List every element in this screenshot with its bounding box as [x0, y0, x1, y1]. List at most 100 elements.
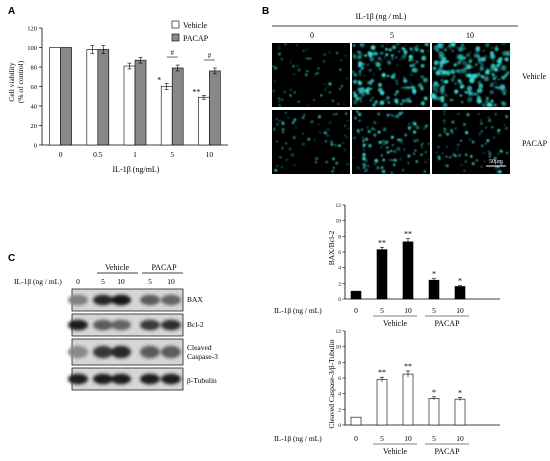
- significance-mark: *: [458, 277, 462, 286]
- blot-band: [140, 294, 160, 306]
- legend-label-vehicle: Vehicle: [183, 21, 207, 30]
- cell-dot: [391, 114, 394, 117]
- cell-dot: [497, 129, 500, 133]
- cell-dot: [325, 140, 327, 143]
- cell-dot: [457, 143, 460, 147]
- cell-dot: [399, 138, 403, 143]
- blot-band: [93, 294, 113, 306]
- cell-dot: [471, 162, 475, 166]
- cell-dot: [401, 98, 406, 104]
- cell-dot: [491, 72, 495, 76]
- cell-dot: [396, 64, 398, 66]
- cell-dot: [370, 45, 376, 51]
- cell-dot: [386, 113, 390, 117]
- cell-dot: [301, 116, 305, 120]
- significance-a: *: [157, 76, 161, 85]
- cell-dot: [380, 58, 383, 61]
- cell-dot: [372, 51, 378, 56]
- legend-label-pacap: PACAP: [183, 34, 209, 43]
- cell-dot: [278, 44, 280, 47]
- cell-dot: [444, 93, 448, 98]
- cell-dot: [382, 165, 384, 168]
- cell-dot: [498, 132, 500, 135]
- cell-dot: [395, 82, 399, 86]
- cell-dot: [339, 68, 342, 71]
- micrograph-pacap-0: [272, 110, 350, 174]
- cell-dot: [474, 63, 478, 66]
- cell-dot: [505, 151, 509, 155]
- cell-dot: [381, 169, 386, 174]
- cell-dot: [501, 75, 506, 80]
- cell-dot: [464, 90, 468, 94]
- blot-band: [140, 373, 160, 385]
- blot-bands: [68, 294, 181, 306]
- cell-dot: [489, 83, 494, 87]
- x-tick-label-a: 5: [170, 150, 174, 159]
- cell-dot: [446, 60, 450, 63]
- cell-dot: [392, 163, 396, 167]
- cell-dot: [454, 154, 457, 157]
- y-tick-label-a: 100: [27, 45, 37, 52]
- cell-dot: [364, 159, 368, 163]
- cell-dot: [297, 100, 300, 103]
- blot-band: [68, 373, 88, 385]
- y-tick-label: 6: [338, 250, 341, 256]
- cell-dot: [444, 122, 446, 124]
- cell-dot: [362, 139, 365, 143]
- cell-dot: [362, 136, 365, 140]
- cell-dot: [476, 72, 481, 77]
- cell-dot: [439, 60, 444, 65]
- cell-dot: [278, 120, 281, 122]
- cell-dot: [468, 59, 472, 64]
- scale-bar-label: 50μm: [489, 159, 503, 165]
- cell-dot: [332, 157, 335, 161]
- cell-dot: [367, 51, 372, 55]
- cell-dot: [497, 153, 499, 155]
- cell-dot: [272, 65, 275, 68]
- cell-dot: [292, 65, 295, 68]
- cell-dot: [345, 112, 348, 115]
- cell-dot: [343, 103, 346, 105]
- cell-dot: [365, 168, 369, 172]
- cell-dot: [432, 86, 438, 92]
- bar: [376, 379, 388, 426]
- cell-dot: [373, 133, 377, 137]
- cell-dot: [471, 66, 474, 68]
- cell-dot: [303, 114, 306, 117]
- cell-dot: [282, 119, 284, 122]
- cell-dot: [400, 111, 404, 114]
- cell-dot: [463, 169, 466, 172]
- cell-dot: [379, 100, 385, 105]
- cell-dot: [353, 99, 358, 105]
- cell-dot: [472, 73, 478, 79]
- cell-dot: [333, 113, 335, 116]
- cell-dot: [484, 69, 490, 75]
- cell-dot: [436, 83, 440, 88]
- panel-label-b: B: [262, 6, 269, 17]
- cell-dot: [387, 43, 389, 45]
- y-tick-label: 6: [338, 376, 341, 382]
- cell-dot: [377, 56, 381, 61]
- cell-dot: [373, 120, 377, 125]
- row-label-caspase-tubulin: IL-1β (ng / mL): [274, 434, 322, 443]
- cell-dot: [427, 50, 429, 52]
- y-tick-label: 0: [338, 423, 341, 429]
- cell-dot: [462, 46, 466, 50]
- cell-dot: [323, 131, 327, 135]
- cell-dot: [327, 128, 330, 131]
- y-tick-label: 2: [338, 281, 341, 287]
- bar-a-pacap: [134, 59, 147, 146]
- cell-dot: [340, 84, 344, 88]
- blot-band: [161, 294, 181, 306]
- cell-dot: [443, 130, 447, 134]
- cell-dot: [413, 45, 419, 51]
- cell-dot: [409, 47, 413, 51]
- cell-dot: [442, 102, 448, 108]
- cell-dot: [412, 130, 417, 134]
- cell-dot: [502, 51, 507, 56]
- cell-dot: [379, 90, 385, 96]
- cell-dot: [396, 42, 400, 46]
- bar-a-vehicle: [160, 86, 173, 146]
- cell-dot: [420, 87, 424, 91]
